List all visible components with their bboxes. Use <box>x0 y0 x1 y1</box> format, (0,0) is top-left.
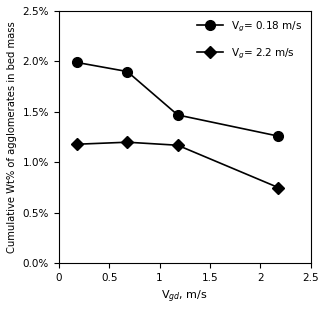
X-axis label: V$_{gd}$, m/s: V$_{gd}$, m/s <box>161 289 208 305</box>
V$_g$= 2.2 m/s <box>176 144 180 147</box>
V$_g$= 2.2 m/s <box>276 186 280 189</box>
V$_g$= 2.2 m/s <box>75 142 79 146</box>
V$_g$= 0.18 m/s <box>276 134 280 138</box>
Y-axis label: Cumulative Wt% of agglomerates in bed mass: Cumulative Wt% of agglomerates in bed ma… <box>7 21 17 253</box>
Line: V$_g$= 0.18 m/s: V$_g$= 0.18 m/s <box>72 58 283 141</box>
V$_g$= 0.18 m/s <box>176 113 180 117</box>
V$_g$= 2.2 m/s <box>125 140 129 144</box>
Legend: V$_g$= 0.18 m/s, V$_g$= 2.2 m/s: V$_g$= 0.18 m/s, V$_g$= 2.2 m/s <box>194 16 305 64</box>
V$_g$= 0.18 m/s <box>75 61 79 64</box>
Line: V$_g$= 2.2 m/s: V$_g$= 2.2 m/s <box>73 138 283 192</box>
V$_g$= 0.18 m/s <box>125 70 129 73</box>
